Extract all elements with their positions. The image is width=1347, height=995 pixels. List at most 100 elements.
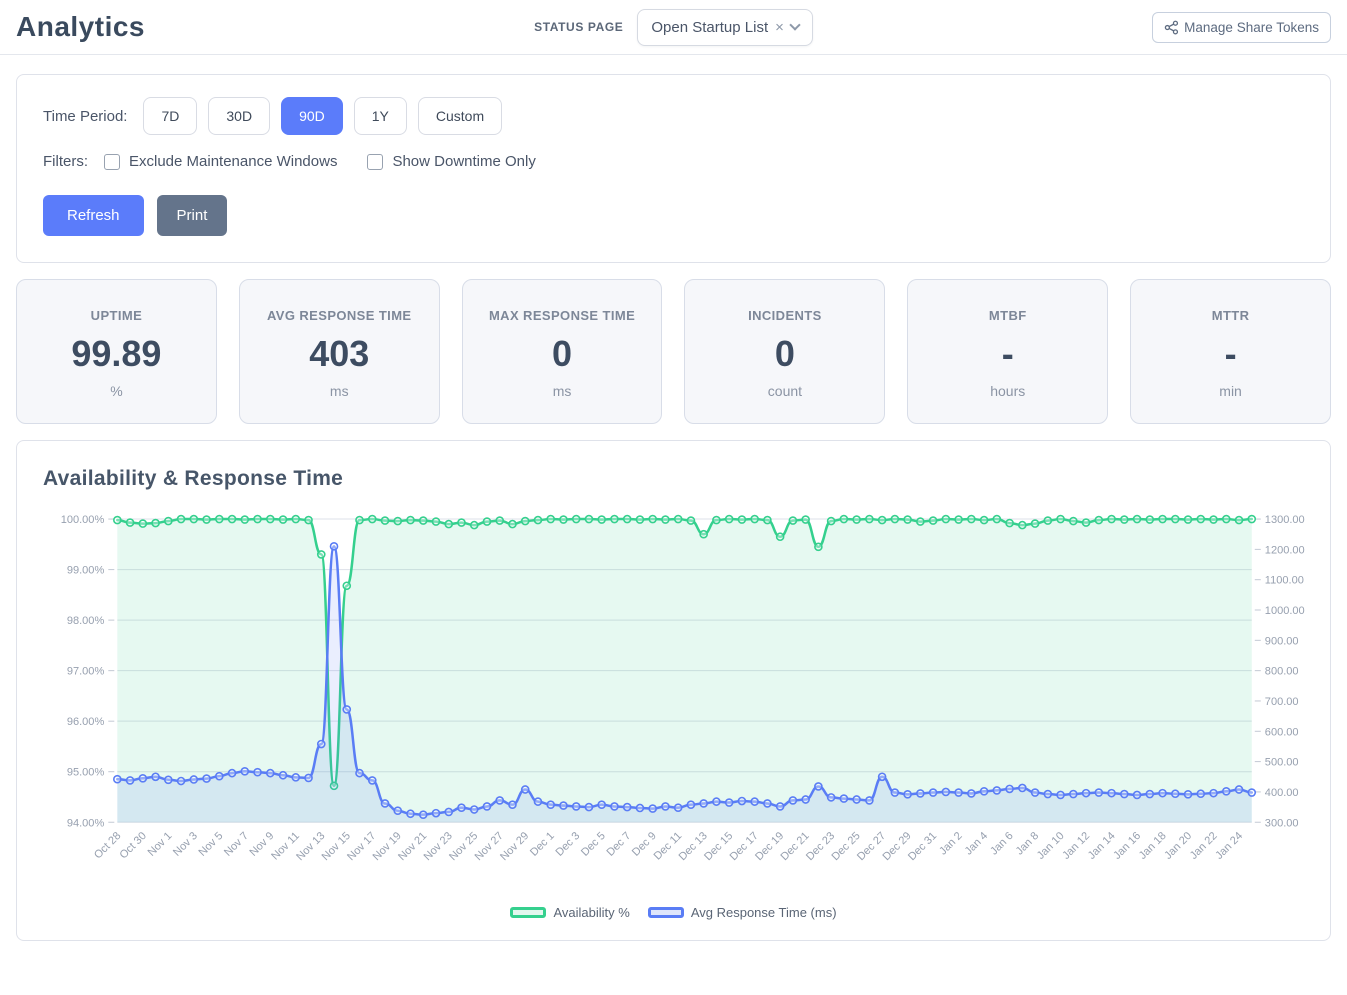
svg-text:600.00: 600.00: [1265, 726, 1299, 738]
time-period-1y-button[interactable]: 1Y: [353, 97, 407, 135]
svg-text:Jan 24: Jan 24: [1213, 830, 1245, 862]
stat-label: UPTIME: [90, 308, 143, 323]
status-page-selected-value: Open Startup List: [651, 18, 769, 36]
svg-text:Nov 3: Nov 3: [171, 830, 200, 859]
exclude-maintenance-checkbox[interactable]: [104, 153, 120, 170]
show-downtime-checkbox[interactable]: [367, 153, 384, 170]
print-button[interactable]: Print: [156, 195, 228, 236]
chevron-down-icon[interactable]: [789, 19, 801, 31]
svg-text:1200.00: 1200.00: [1265, 544, 1305, 556]
stat-label: MAX RESPONSE TIME: [488, 308, 636, 323]
svg-text:Jan 12: Jan 12: [1060, 830, 1092, 862]
stat-value: 0: [774, 333, 795, 374]
svg-text:Jan 2: Jan 2: [937, 830, 965, 858]
svg-text:Nov 29: Nov 29: [498, 830, 531, 863]
stat-value: 99.89: [71, 333, 162, 374]
stats-row: UPTIME 99.89 % AVG RESPONSE TIME 403 ms …: [16, 279, 1331, 424]
svg-text:Jan 14: Jan 14: [1086, 830, 1118, 862]
time-period-custom-button[interactable]: Custom: [417, 97, 503, 135]
svg-text:100.00%: 100.00%: [61, 514, 105, 526]
svg-text:Nov 5: Nov 5: [197, 830, 226, 859]
stat-card-incidents: INCIDENTS 0 count: [684, 279, 886, 424]
header-divider: [0, 54, 1347, 55]
svg-text:500.00: 500.00: [1265, 757, 1299, 769]
status-page-label: STATUS PAGE: [534, 20, 624, 34]
share-icon: [1164, 20, 1179, 35]
svg-text:Jan 4: Jan 4: [963, 830, 991, 858]
svg-text:1000.00: 1000.00: [1265, 605, 1305, 617]
svg-text:Jan 20: Jan 20: [1162, 830, 1194, 862]
stat-card-avg-response: AVG RESPONSE TIME 403 ms: [238, 279, 440, 424]
filters-row: Filters: Exclude Maintenance Windows Sho…: [43, 153, 1304, 170]
stat-label: INCIDENTS: [748, 308, 822, 323]
svg-text:96.00%: 96.00%: [67, 716, 105, 728]
stat-card-uptime: UPTIME 99.89 %: [16, 279, 217, 424]
filters-label: Filters:: [43, 153, 88, 170]
svg-text:Dec 31: Dec 31: [906, 830, 939, 863]
time-period-row: Time Period: 7D 30D 90D 1Y Custom: [43, 97, 1304, 135]
stat-unit: count: [767, 383, 803, 399]
stat-value: 403: [309, 333, 370, 374]
stat-unit: %: [110, 383, 123, 399]
status-page-select[interactable]: Open Startup List ×: [637, 8, 813, 46]
svg-text:Jan 22: Jan 22: [1188, 830, 1220, 862]
manage-share-tokens-label: Manage Share Tokens: [1184, 19, 1319, 35]
svg-text:1100.00: 1100.00: [1265, 575, 1304, 587]
time-period-7d-button[interactable]: 7D: [143, 97, 198, 135]
filters-panel: Time Period: 7D 30D 90D 1Y Custom Filter…: [16, 74, 1331, 263]
manage-share-tokens-button[interactable]: Manage Share Tokens: [1152, 11, 1331, 43]
header-right: Manage Share Tokens: [813, 11, 1331, 43]
app-header: Analytics STATUS PAGE Open Startup List …: [0, 0, 1347, 54]
legend-item-availability[interactable]: Availability %: [510, 904, 630, 920]
svg-text:1300.00: 1300.00: [1265, 514, 1305, 526]
time-period-label: Time Period:: [43, 107, 128, 125]
time-period-90d-button[interactable]: 90D: [281, 97, 343, 135]
svg-text:Dec 1: Dec 1: [528, 830, 557, 859]
svg-text:Jan 18: Jan 18: [1137, 830, 1169, 862]
availability-legend-swatch: [510, 906, 547, 918]
svg-text:97.00%: 97.00%: [67, 666, 105, 678]
exclude-maintenance-checkbox-group[interactable]: Exclude Maintenance Windows: [104, 153, 337, 170]
stat-card-mtbf: MTBF - hours: [907, 279, 1109, 424]
stat-unit: min: [1219, 383, 1242, 399]
stat-label: MTTR: [1211, 308, 1250, 323]
refresh-button[interactable]: Refresh: [43, 195, 144, 236]
chart-legend: Availability % Avg Response Time (ms): [37, 905, 1310, 928]
svg-text:94.00%: 94.00%: [67, 817, 105, 829]
stat-value: -: [1224, 333, 1237, 374]
stat-label: AVG RESPONSE TIME: [266, 308, 412, 323]
status-page-group: STATUS PAGE Open Startup List ×: [534, 8, 813, 46]
svg-text:Dec 5: Dec 5: [579, 830, 608, 859]
svg-text:900.00: 900.00: [1265, 635, 1299, 647]
svg-text:700.00: 700.00: [1265, 696, 1299, 708]
stat-value: -: [1001, 333, 1014, 374]
page-title: Analytics: [16, 11, 145, 42]
svg-text:Jan 6: Jan 6: [988, 830, 1016, 858]
show-downtime-checkbox-group[interactable]: Show Downtime Only: [367, 153, 536, 170]
response-time-legend-swatch: [647, 906, 684, 918]
legend-item-response-time[interactable]: Avg Response Time (ms): [647, 904, 837, 920]
svg-text:Nov 7: Nov 7: [222, 830, 251, 859]
response-time-legend-label: Avg Response Time (ms): [690, 904, 837, 920]
time-period-30d-button[interactable]: 30D: [208, 97, 271, 135]
availability-legend-label: Availability %: [553, 904, 630, 920]
svg-text:95.00%: 95.00%: [67, 767, 105, 779]
availability-response-chart: 100.00% 99.00% 98.00% 97.00% 96.00% 95.00% 94.…: [61, 514, 1305, 863]
svg-text:Jan 16: Jan 16: [1111, 830, 1143, 862]
header-left: Analytics: [16, 11, 534, 43]
stat-card-mttr: MTTR - min: [1130, 279, 1331, 424]
stat-unit: ms: [552, 383, 572, 399]
svg-text:400.00: 400.00: [1265, 787, 1299, 799]
stat-card-max-response: MAX RESPONSE TIME 0 ms: [461, 279, 663, 424]
actions-row: Refresh Print: [43, 195, 1304, 236]
svg-text:Dec 3: Dec 3: [553, 830, 582, 859]
clear-selection-icon[interactable]: ×: [775, 18, 784, 36]
stat-label: MTBF: [988, 308, 1027, 323]
svg-text:Oct 30: Oct 30: [117, 830, 148, 861]
svg-text:Dec 7: Dec 7: [604, 830, 633, 859]
svg-text:Jan 10: Jan 10: [1035, 830, 1067, 862]
stat-value: 0: [552, 333, 573, 374]
show-downtime-label: Show Downtime Only: [392, 153, 536, 170]
svg-text:800.00: 800.00: [1265, 666, 1299, 678]
svg-text:Oct 28: Oct 28: [92, 830, 123, 861]
